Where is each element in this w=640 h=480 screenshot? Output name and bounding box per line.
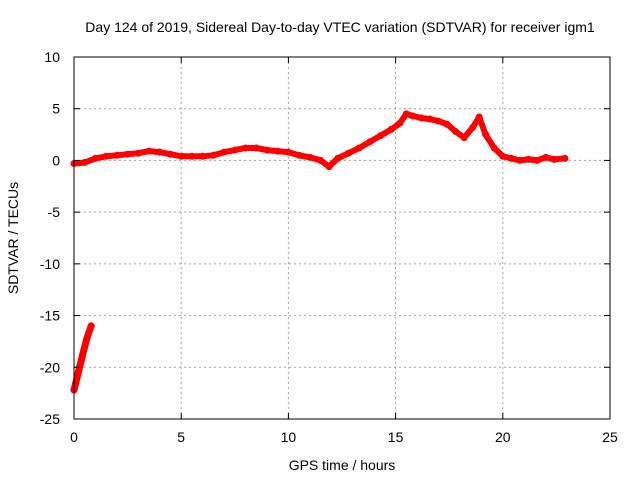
x-tick-label: 25 xyxy=(602,429,618,445)
y-tick-label: -10 xyxy=(40,256,60,272)
data-series xyxy=(70,110,569,394)
data-point xyxy=(387,125,395,133)
series-line-sdtvar xyxy=(71,110,568,170)
data-point xyxy=(355,144,363,152)
data-point xyxy=(156,148,164,156)
data-point xyxy=(443,120,451,128)
data-point xyxy=(231,146,239,154)
data-point xyxy=(525,155,533,163)
ticks: 0 5 10 15 20 25 10 5 0 -5 -10 -15 -20 -25 xyxy=(40,49,618,445)
data-point xyxy=(79,351,87,359)
y-tick-label: -20 xyxy=(40,359,60,375)
data-point xyxy=(81,158,89,166)
data-point xyxy=(516,156,524,164)
data-point xyxy=(317,156,325,164)
data-point xyxy=(263,146,271,154)
x-axis-label: GPS time / hours xyxy=(289,457,396,473)
data-point xyxy=(124,150,132,158)
data-point xyxy=(306,153,314,161)
x-tick-label: 0 xyxy=(70,429,78,445)
data-point xyxy=(482,131,490,139)
data-point xyxy=(366,138,374,146)
y-tick-label: 0 xyxy=(52,152,60,168)
grid xyxy=(74,57,610,419)
data-point xyxy=(396,119,404,127)
data-point xyxy=(550,155,558,163)
data-point xyxy=(220,148,228,156)
data-point xyxy=(490,144,498,152)
data-point xyxy=(199,152,207,160)
data-point xyxy=(87,322,95,330)
data-point xyxy=(542,153,550,161)
data-point xyxy=(166,150,174,158)
data-point xyxy=(533,156,541,164)
data-point xyxy=(177,152,185,160)
x-tick-label: 15 xyxy=(388,429,404,445)
data-point xyxy=(426,115,434,123)
data-point xyxy=(460,134,468,142)
data-point xyxy=(242,144,250,152)
data-point xyxy=(91,154,99,162)
data-point xyxy=(334,154,342,162)
data-point xyxy=(113,151,121,159)
data-point xyxy=(377,132,385,140)
y-tick-label: 5 xyxy=(52,101,60,117)
data-point xyxy=(507,154,515,162)
data-point xyxy=(452,127,460,135)
data-point xyxy=(102,152,110,160)
x-tick-label: 10 xyxy=(281,429,297,445)
y-tick-label: 10 xyxy=(44,49,60,65)
x-tick-label: 20 xyxy=(495,429,511,445)
data-point xyxy=(295,151,303,159)
data-point xyxy=(402,110,410,118)
plot-frame xyxy=(73,56,611,420)
data-point xyxy=(469,123,477,131)
data-point xyxy=(83,334,91,342)
y-tick-label: -5 xyxy=(48,204,61,220)
data-point xyxy=(434,117,442,125)
chart-title: Day 124 of 2019, Sidereal Day-to-day VTE… xyxy=(85,19,595,35)
data-point xyxy=(252,144,260,152)
data-point xyxy=(475,113,483,121)
data-point xyxy=(74,368,82,376)
data-point xyxy=(134,149,142,157)
data-point xyxy=(274,147,282,155)
data-point xyxy=(409,112,417,120)
x-tick-label: 5 xyxy=(177,429,185,445)
data-point xyxy=(145,147,153,155)
y-tick-label: -25 xyxy=(40,411,60,427)
data-point xyxy=(344,149,352,157)
data-point xyxy=(499,152,507,160)
y-axis-label: SDTVAR / TECUs xyxy=(5,182,21,294)
data-point xyxy=(417,114,425,122)
data-point xyxy=(561,154,569,162)
data-point xyxy=(325,163,333,171)
y-tick-label: -15 xyxy=(40,308,60,324)
data-point xyxy=(284,148,292,156)
data-point xyxy=(188,152,196,160)
data-point xyxy=(209,151,217,159)
